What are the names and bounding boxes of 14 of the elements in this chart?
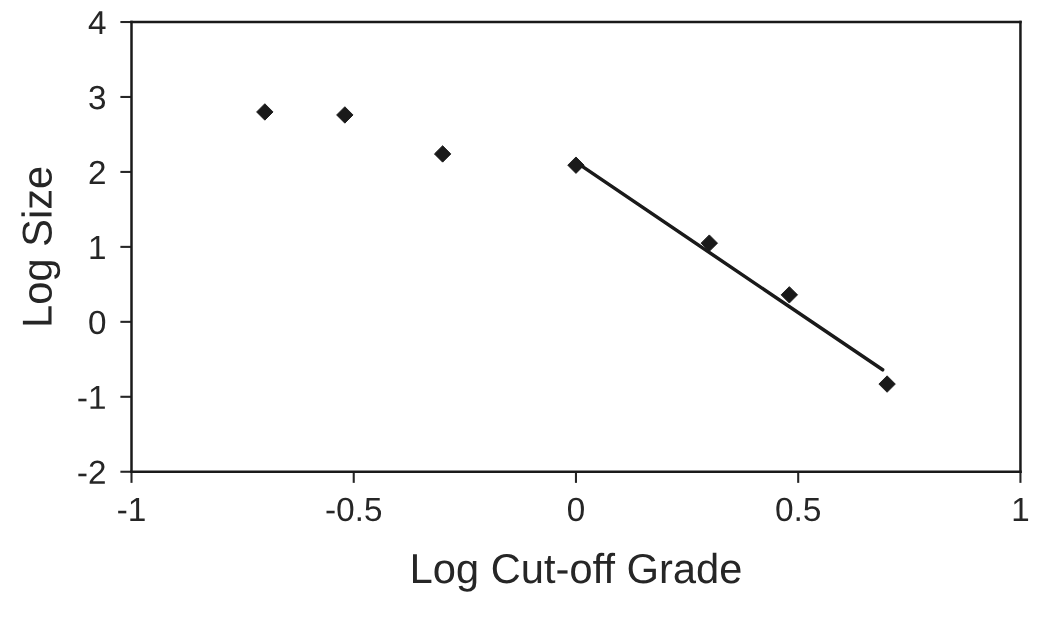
y-tick-label: 1 (90, 236, 105, 259)
y-tick-label: -2 (78, 460, 105, 484)
x-tick-label: 0 (568, 497, 584, 522)
y-tick-label: -1 (78, 385, 105, 409)
x-tick-label: -0.5 (326, 497, 382, 522)
x-tick-label: 1 (1013, 497, 1029, 521)
x-axis-title: Log Cut-off Grade (413, 552, 741, 592)
y-tick-label: 3 (89, 85, 106, 110)
y-tick-label: 2 (89, 160, 105, 184)
x-tick-label: -1 (118, 497, 145, 521)
x-tick-label: 0.5 (776, 497, 820, 522)
y-axis-title: Log Size (21, 167, 61, 325)
y-tick-label: 4 (88, 11, 106, 35)
y-tick-label: 0 (89, 310, 106, 335)
